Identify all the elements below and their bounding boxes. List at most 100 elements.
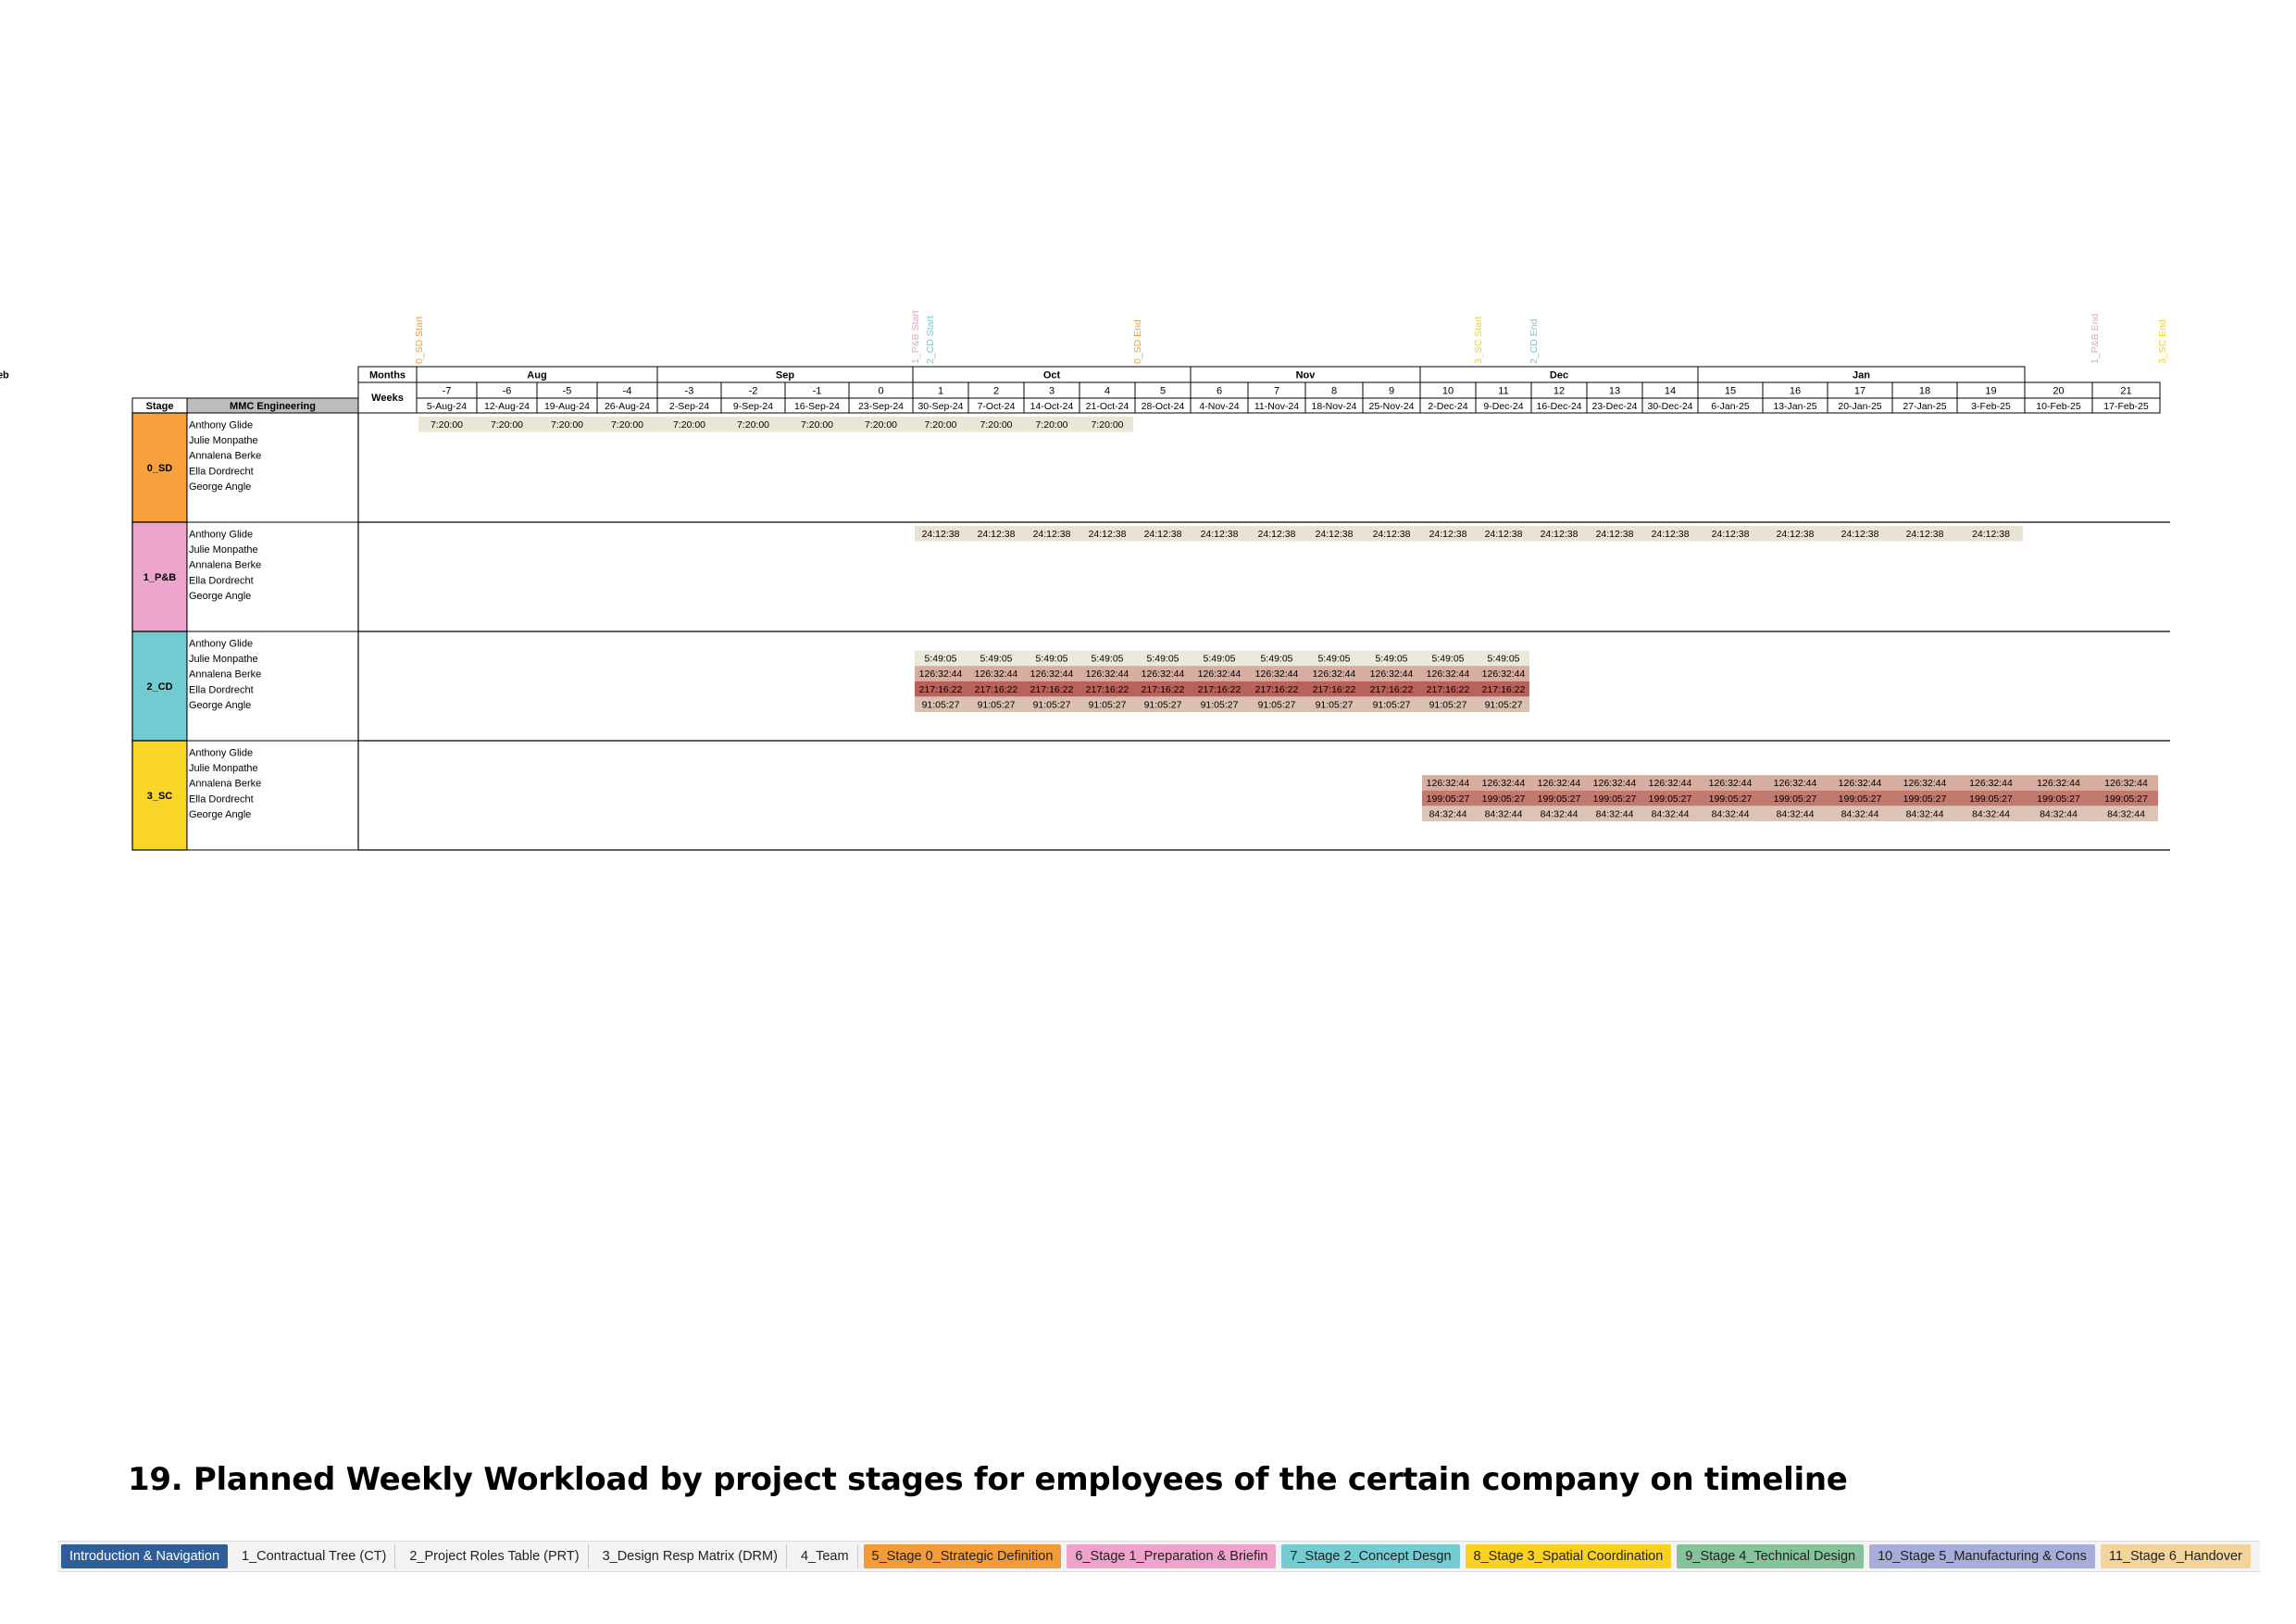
week-date: 16-Sep-24 [794, 401, 840, 412]
week-number: 10 [1442, 386, 1454, 397]
workload-value: 84:32:44 [1485, 808, 1523, 819]
sheet-tab[interactable]: 2_Project Roles Table (PRT) [401, 1544, 589, 1568]
workload-value: 7:20:00 [1091, 419, 1123, 431]
workload-value: 5:49:05 [1317, 654, 1350, 665]
employee-name: Annalena Berke [189, 779, 261, 790]
workload-value: 7:20:00 [980, 419, 1012, 431]
workload-bar [1422, 775, 2158, 791]
month-label: Nov [1296, 370, 1316, 381]
month-label: Jan [1853, 370, 1870, 381]
week-date: 6-Jan-25 [1711, 401, 1750, 412]
workload-bar [1422, 790, 2158, 806]
sheet-tab[interactable]: 9_Stage 4_Technical Design [1677, 1544, 1865, 1568]
company-header-label: MMC Engineering [230, 401, 316, 412]
stage-color-cell [131, 412, 188, 523]
week-number: -7 [443, 386, 452, 397]
workload-value: 91:05:27 [1033, 699, 1071, 710]
workload-value: 199:05:27 [2104, 793, 2148, 805]
week-date: 28-Oct-24 [1142, 401, 1185, 412]
employee-name: Julie Monpathe [189, 654, 258, 665]
workload-value: 91:05:27 [1089, 699, 1127, 710]
employee-name: Ella Dordrecht [189, 575, 254, 586]
week-number: -1 [813, 386, 822, 397]
workload-bar [915, 526, 2023, 542]
employee-name: Anthony Glide [189, 639, 253, 650]
week-number: 8 [1331, 386, 1337, 397]
workload-value: 217:16:22 [1427, 684, 1470, 695]
week-number: -5 [563, 386, 572, 397]
workload-value: 217:16:22 [975, 684, 1018, 695]
week-number: 21 [2120, 386, 2131, 397]
week-date: 16-Dec-24 [1536, 401, 1581, 412]
workload-value: 199:05:27 [1903, 793, 1947, 805]
workload-value: 7:20:00 [491, 419, 523, 431]
workload-value: 84:32:44 [2040, 808, 2078, 819]
workload-value: 7:20:00 [673, 419, 705, 431]
workload-value: 84:32:44 [1972, 808, 2010, 819]
workload-value: 7:20:00 [924, 419, 956, 431]
workload-value: 126:32:44 [1086, 668, 1129, 680]
milestone-label: 3_SC End [2157, 319, 2168, 364]
workload-value: 126:32:44 [1427, 668, 1470, 680]
workload-bar [418, 417, 1133, 432]
employee-names-cell [186, 521, 359, 632]
workload-value: 199:05:27 [1709, 793, 1753, 805]
week-date: 10-Feb-25 [2036, 401, 2081, 412]
sheet-tab[interactable]: 6_Stage 1_Preparation & Briefin [1067, 1544, 1277, 1568]
workload-value: 199:05:27 [1839, 793, 1882, 805]
workload-value: 24:12:38 [1596, 529, 1634, 540]
weeks-header-label: Weeks [371, 393, 404, 404]
employee-name: Anthony Glide [189, 748, 253, 759]
workload-value: 126:32:44 [1903, 778, 1947, 789]
workload-value: 24:12:38 [978, 529, 1016, 540]
sheet-tab[interactable]: 8_Stage 3_Spatial Coordination [1465, 1544, 1672, 1568]
workload-value: 126:32:44 [1370, 668, 1414, 680]
employee-name: George Angle [189, 481, 251, 493]
workload-value: 199:05:27 [1482, 793, 1526, 805]
week-date: 30-Sep-24 [917, 401, 963, 412]
sheet-tab[interactable]: 7_Stage 2_Concept Desgn [1281, 1544, 1460, 1568]
workload-value: 199:05:27 [1969, 793, 2013, 805]
milestone-label: 2_CD End [1529, 319, 1540, 364]
employee-name: Ella Dordrecht [189, 684, 254, 695]
employee-name: Julie Monpathe [189, 544, 258, 556]
workload-value: 7:20:00 [865, 419, 897, 431]
workload-value: 126:32:44 [1774, 778, 1817, 789]
employee-name: George Angle [189, 700, 251, 711]
workload-value: 24:12:38 [1712, 529, 1750, 540]
workload-value: 7:20:00 [611, 419, 643, 431]
sheet-tab[interactable]: 3_Design Resp Matrix (DRM) [594, 1544, 787, 1568]
sheet-tab[interactable]: 11_Stage 6_Handover [2100, 1544, 2251, 1568]
workload-value: 7:20:00 [1035, 419, 1067, 431]
workload-value: 126:32:44 [1839, 778, 1882, 789]
workload-value: 84:32:44 [1429, 808, 1467, 819]
week-date: 13-Jan-25 [1773, 401, 1816, 412]
workload-value: 5:49:05 [1035, 654, 1067, 665]
week-number: 6 [1217, 386, 1222, 397]
week-date: 23-Sep-24 [858, 401, 904, 412]
employee-name: George Angle [189, 809, 251, 820]
week-number: -2 [749, 386, 758, 397]
week-number: 12 [1554, 386, 1565, 397]
week-number: 14 [1665, 386, 1676, 397]
week-number: 13 [1609, 386, 1620, 397]
workload-value: 5:49:05 [1203, 654, 1235, 665]
workload-value: 199:05:27 [1538, 793, 1581, 805]
employee-name: Anthony Glide [189, 530, 253, 541]
workload-value: 126:32:44 [1969, 778, 2013, 789]
employee-names-cell [186, 740, 359, 851]
week-date: 18-Nov-24 [1311, 401, 1356, 412]
sheet-tab[interactable]: 10_Stage 5_Manufacturing & Cons [1869, 1544, 2095, 1568]
workload-bar [915, 681, 1529, 697]
sheet-tab[interactable]: 1_Contractual Tree (CT) [233, 1544, 396, 1568]
sheet-tab[interactable]: 4_Team [792, 1544, 858, 1568]
employee-name: Julie Monpathe [189, 435, 258, 446]
milestone-label: 1_P&B End [2090, 314, 2101, 364]
week-number: -6 [503, 386, 512, 397]
workload-value: 91:05:27 [1201, 699, 1239, 710]
sheet-tab[interactable]: 5_Stage 0_Strategic Definition [863, 1544, 1062, 1568]
employee-name: Ella Dordrecht [189, 793, 254, 805]
sheet-tab[interactable]: Introduction & Navigation [61, 1544, 229, 1568]
month-label: Aug [527, 370, 546, 381]
